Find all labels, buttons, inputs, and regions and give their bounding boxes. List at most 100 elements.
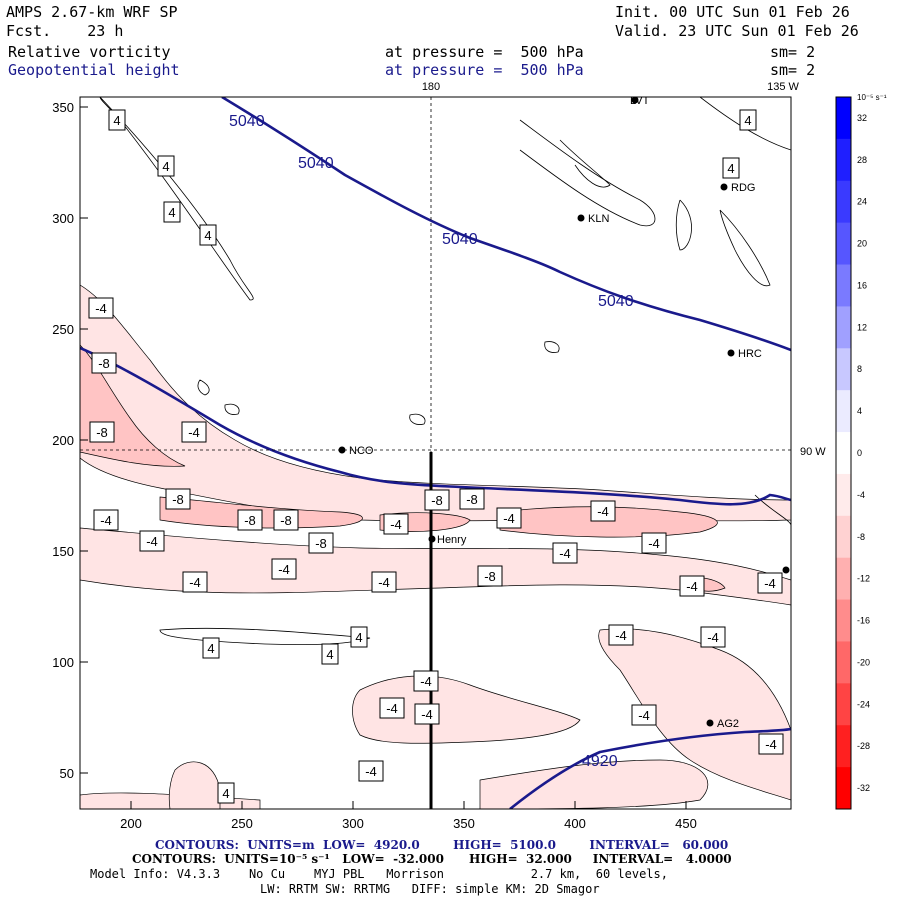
vorticity-label-box bbox=[590, 500, 616, 522]
station-label-henry: Henry bbox=[437, 534, 467, 546]
vorticity-label-box bbox=[108, 109, 126, 131]
colorbar-level-label: 16 bbox=[857, 280, 867, 290]
y-tick-label: 150 bbox=[52, 544, 74, 559]
x-tick-label: 350 bbox=[453, 816, 475, 831]
vorticity-label: -4 bbox=[421, 707, 433, 722]
vorticity-shading bbox=[80, 284, 791, 809]
vorticity-label: -4 bbox=[686, 579, 698, 594]
x-tick-label: 300 bbox=[342, 816, 364, 831]
vorticity-label-box bbox=[308, 532, 334, 554]
vorticity-label: -8 bbox=[315, 536, 327, 551]
vorticity-label-box bbox=[379, 697, 405, 719]
y-tick-label: 100 bbox=[52, 655, 74, 670]
colorbar-swatch bbox=[836, 683, 851, 726]
vorticity-label: 4 bbox=[326, 647, 333, 662]
vorticity-label: -8 bbox=[280, 513, 292, 528]
vorticity-label: -4 bbox=[386, 701, 398, 716]
vorticity-label-box bbox=[217, 782, 235, 804]
footer-vorticity-contours: CONTOURS: UNITS=10⁻⁵ s⁻¹ LOW= -32.000 HI… bbox=[132, 852, 732, 866]
colorbar-level-label: -24 bbox=[857, 699, 870, 709]
vorticity-label-box bbox=[383, 513, 409, 535]
field1-smoothing: sm= 2 bbox=[770, 43, 816, 61]
vorticity-labels: 4 4 4 4 4 4 4 4 4 4 -4 -8 -8 -4 -8 -8 -8 -4 -4 -8 -4 -8 -8 -4 -4… bbox=[88, 109, 784, 804]
vorticity-label: 4 bbox=[162, 159, 169, 174]
vorticity-label: -4 bbox=[365, 764, 377, 779]
station-label-nco: NCO bbox=[349, 445, 374, 457]
station-label-ag2: AG2 bbox=[717, 718, 739, 730]
longitude-label-135w: 135 W bbox=[767, 81, 799, 93]
vorticity-label-box bbox=[273, 509, 299, 531]
vorticity-label-box bbox=[163, 201, 181, 223]
field2-name: Geopotential height bbox=[8, 61, 180, 79]
colorbar-level-label: -28 bbox=[857, 741, 870, 751]
footer-physics-info: LW: RRTM SW: RRTMG DIFF: simple KM: 2D S… bbox=[260, 882, 600, 896]
stations: LVT RDG KLN HRC NCO Henry AG2 bbox=[338, 95, 790, 730]
height-label: 5040 bbox=[229, 113, 265, 130]
colorbar-swatch bbox=[836, 767, 851, 810]
height-label: 5040 bbox=[298, 155, 334, 172]
vorticity-label: -8 bbox=[466, 492, 478, 507]
field2-smoothing: sm= 2 bbox=[770, 61, 816, 79]
footer-model-info: Model Info: V4.3.3 No Cu MYJ PBL Morriso… bbox=[90, 867, 668, 881]
vorticity-label-box bbox=[199, 224, 217, 246]
colorbar-swatch bbox=[836, 432, 851, 475]
init-time: Init. 00 UTC Sun 01 Feb 26 bbox=[615, 3, 850, 21]
vorticity-label: 4 bbox=[727, 161, 734, 176]
x-tick-label: 250 bbox=[231, 816, 253, 831]
vorticity-label: -4 bbox=[95, 301, 107, 316]
vorticity-label: -8 bbox=[172, 492, 184, 507]
vorticity-label: 4 bbox=[168, 205, 175, 220]
colorbar-swatch bbox=[836, 599, 851, 642]
vorticity-label-box bbox=[459, 488, 485, 510]
vorticity-label: -4 bbox=[503, 511, 515, 526]
vorticity-label: -4 bbox=[615, 628, 627, 643]
vorticity-label-box bbox=[93, 509, 119, 531]
colorbar-level-label: 12 bbox=[857, 322, 867, 332]
vorticity-label-box bbox=[414, 703, 440, 725]
y-tick-label: 200 bbox=[52, 433, 74, 448]
vorticity-label: -4 bbox=[100, 513, 112, 528]
vorticity-label-box bbox=[91, 352, 117, 374]
vorticity-label-box bbox=[700, 626, 726, 648]
field1-name: Relative vorticity bbox=[8, 43, 171, 61]
colorbar-swatch bbox=[836, 306, 851, 349]
colorbar-level-label: 8 bbox=[857, 364, 862, 374]
vorticity-label: 4 bbox=[207, 641, 214, 656]
vorticity-label-box bbox=[139, 530, 165, 552]
field2-level: at pressure = 500 hPa bbox=[385, 61, 584, 79]
y-tick-label: 250 bbox=[52, 322, 74, 337]
longitude-label-90w: 90 W bbox=[800, 446, 826, 458]
vorticity-label: 4 bbox=[204, 228, 211, 243]
colorbar-swatch bbox=[836, 180, 851, 224]
vorticity-label: -4 bbox=[765, 737, 777, 752]
vorticity-label-box bbox=[739, 109, 757, 131]
vorticity-label-box bbox=[679, 575, 705, 597]
colorbar-level-label: -32 bbox=[857, 783, 870, 793]
vorticity-label-box bbox=[722, 157, 740, 179]
colorbar: 32 28 24 20 16 12 8 4 0 -4 -8 -12 -16 -20 -24 -28 -32 bbox=[835, 96, 870, 810]
colorbar-swatch bbox=[836, 725, 851, 768]
colorbar-swatch bbox=[836, 264, 851, 307]
vorticity-label-box bbox=[757, 572, 783, 594]
vorticity-label: -4 bbox=[638, 708, 650, 723]
y-tick-label: 350 bbox=[52, 100, 74, 115]
model-title: AMPS 2.67-km WRF SP bbox=[6, 3, 178, 21]
colorbar-level-label: -16 bbox=[857, 616, 870, 626]
vorticity-label-box bbox=[371, 571, 397, 593]
colorbar-swatch bbox=[836, 641, 851, 684]
colorbar-level-label: 20 bbox=[857, 239, 867, 249]
vorticity-label-box bbox=[477, 565, 503, 587]
vorticity-label-box bbox=[182, 571, 208, 593]
station-label-hrc: HRC bbox=[738, 348, 762, 360]
plot-frame bbox=[79, 96, 792, 810]
vorticity-label-box bbox=[321, 643, 339, 665]
axis-ticks bbox=[80, 106, 687, 809]
vorticity-label: 4 bbox=[744, 113, 751, 128]
vorticity-label-box bbox=[358, 760, 384, 782]
vorticity-label: -4 bbox=[420, 674, 432, 689]
vorticity-label: 4 bbox=[355, 630, 362, 645]
colorbar-level-label: -8 bbox=[857, 532, 865, 542]
vorticity-label-box bbox=[202, 637, 220, 659]
geopotential-contours bbox=[80, 97, 791, 809]
forecast-hour: Fcst. 23 h bbox=[6, 22, 124, 40]
